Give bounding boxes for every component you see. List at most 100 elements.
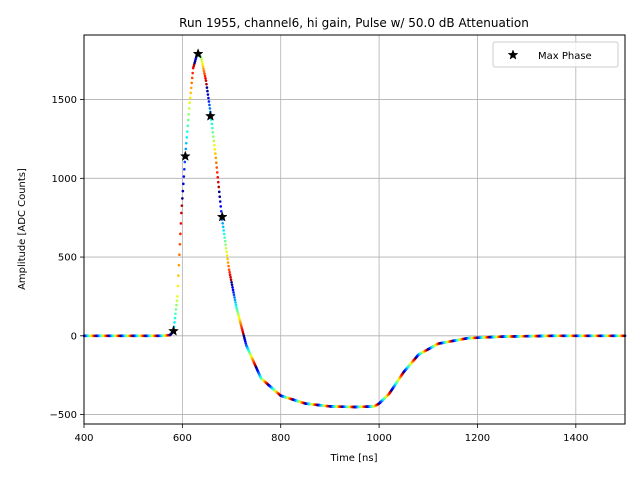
pulse-point — [234, 303, 238, 307]
pulse-point — [189, 86, 193, 90]
pulse-point — [224, 243, 227, 246]
legend-label: Max Phase — [538, 51, 592, 62]
axis-ticks: 400 600 800 1000 1200 1400 −500 0 500 1000 1500 — [50, 95, 589, 444]
pulse-point — [216, 180, 220, 184]
pulse-point — [182, 182, 185, 186]
pulse-point — [173, 316, 177, 320]
max-phase-marker — [179, 150, 191, 161]
pulse-point — [226, 257, 229, 261]
pulse-point — [230, 283, 234, 287]
x-tick-label: 400 — [74, 433, 93, 444]
pulse-point — [185, 136, 189, 139]
pulse-point — [180, 211, 183, 215]
pulse-point — [223, 239, 227, 243]
pulse-point — [187, 107, 191, 110]
pulse-point — [188, 96, 192, 100]
pulse-point — [205, 82, 208, 86]
pulse-point — [230, 280, 233, 284]
pulse-point — [212, 139, 216, 143]
y-tick-label: −500 — [50, 410, 77, 421]
pulse-point — [181, 197, 184, 200]
pulse-point — [180, 204, 184, 207]
legend: Max Phase — [492, 41, 619, 68]
pulse-point — [225, 250, 228, 254]
pulse-point — [210, 122, 214, 126]
x-tick-label: 800 — [271, 433, 290, 444]
pulse-point — [213, 148, 217, 151]
pulse-point — [233, 296, 236, 299]
pulse-point — [229, 275, 232, 279]
pulse-point — [217, 185, 221, 189]
pulse-point — [226, 261, 230, 264]
pulse-point — [179, 222, 183, 225]
x-tick-label: 1400 — [563, 433, 588, 444]
pulse-point — [177, 263, 181, 267]
pulse-point — [186, 124, 190, 128]
pulse-point — [213, 143, 216, 147]
pulse-point — [221, 225, 225, 229]
pulse-point — [206, 93, 210, 96]
pulse-point — [173, 321, 176, 324]
y-tick-label: 0 — [71, 331, 77, 342]
pulse-point — [219, 205, 223, 208]
pulse-point — [207, 96, 210, 100]
max-phase-markers — [168, 48, 228, 336]
pulse-point — [208, 107, 212, 110]
plot-frame — [83, 34, 626, 425]
pulse-point — [232, 291, 235, 294]
pulse-point — [212, 135, 215, 138]
pulse-point — [207, 100, 211, 103]
pulse-point — [203, 74, 207, 78]
pulse-point — [185, 130, 189, 133]
pulse-point — [218, 200, 222, 203]
pulse-point — [188, 101, 192, 105]
pulse-point — [215, 161, 218, 164]
pulse-point — [227, 268, 231, 271]
pulse-point — [182, 175, 186, 178]
pulse-point — [228, 270, 231, 274]
pulse-point — [201, 65, 205, 68]
pulse-point — [202, 67, 205, 71]
pulse-point — [181, 189, 185, 193]
pulse-point — [229, 278, 233, 282]
pulse-point — [211, 131, 215, 134]
pulse-point — [219, 209, 223, 213]
pulse-point — [178, 242, 182, 246]
pulse-point — [176, 284, 180, 288]
pulse-point — [204, 77, 207, 80]
y-tick-label: 1500 — [52, 95, 77, 106]
pulse-point — [234, 301, 237, 304]
pulse-point — [215, 171, 219, 174]
x-axis-label: Time [ns] — [329, 453, 377, 464]
pulse-point — [203, 72, 206, 75]
pulse-point — [218, 195, 222, 198]
x-tick-label: 1000 — [366, 433, 391, 444]
pulse-point — [200, 58, 203, 61]
pulse-point — [233, 298, 237, 302]
pulse-point — [204, 79, 208, 82]
pulse-point — [175, 299, 179, 303]
pulse-point — [224, 246, 228, 250]
pulse-point — [211, 126, 214, 130]
pulse-point — [232, 293, 236, 297]
chart-title: Run 1955, channel6, hi gain, Pulse w/ 50… — [179, 16, 529, 30]
pulse-point — [217, 190, 221, 194]
max-phase-marker — [168, 325, 179, 336]
pulse-point — [183, 160, 187, 164]
pulse-point — [216, 175, 220, 179]
y-tick-label: 500 — [58, 253, 77, 264]
max-phase-marker — [204, 110, 216, 121]
pulse-point — [178, 253, 181, 256]
grid — [83, 35, 625, 424]
pulse-point — [206, 89, 209, 93]
pulse-point — [191, 71, 194, 75]
pulse-point — [222, 229, 225, 232]
pulse-point — [228, 273, 232, 277]
pulse-point — [214, 152, 217, 155]
pulse-point — [215, 166, 219, 169]
pulse-point — [177, 274, 180, 277]
pulse-point — [184, 147, 188, 151]
pulse-point — [183, 167, 186, 171]
pulse-point — [231, 288, 235, 292]
